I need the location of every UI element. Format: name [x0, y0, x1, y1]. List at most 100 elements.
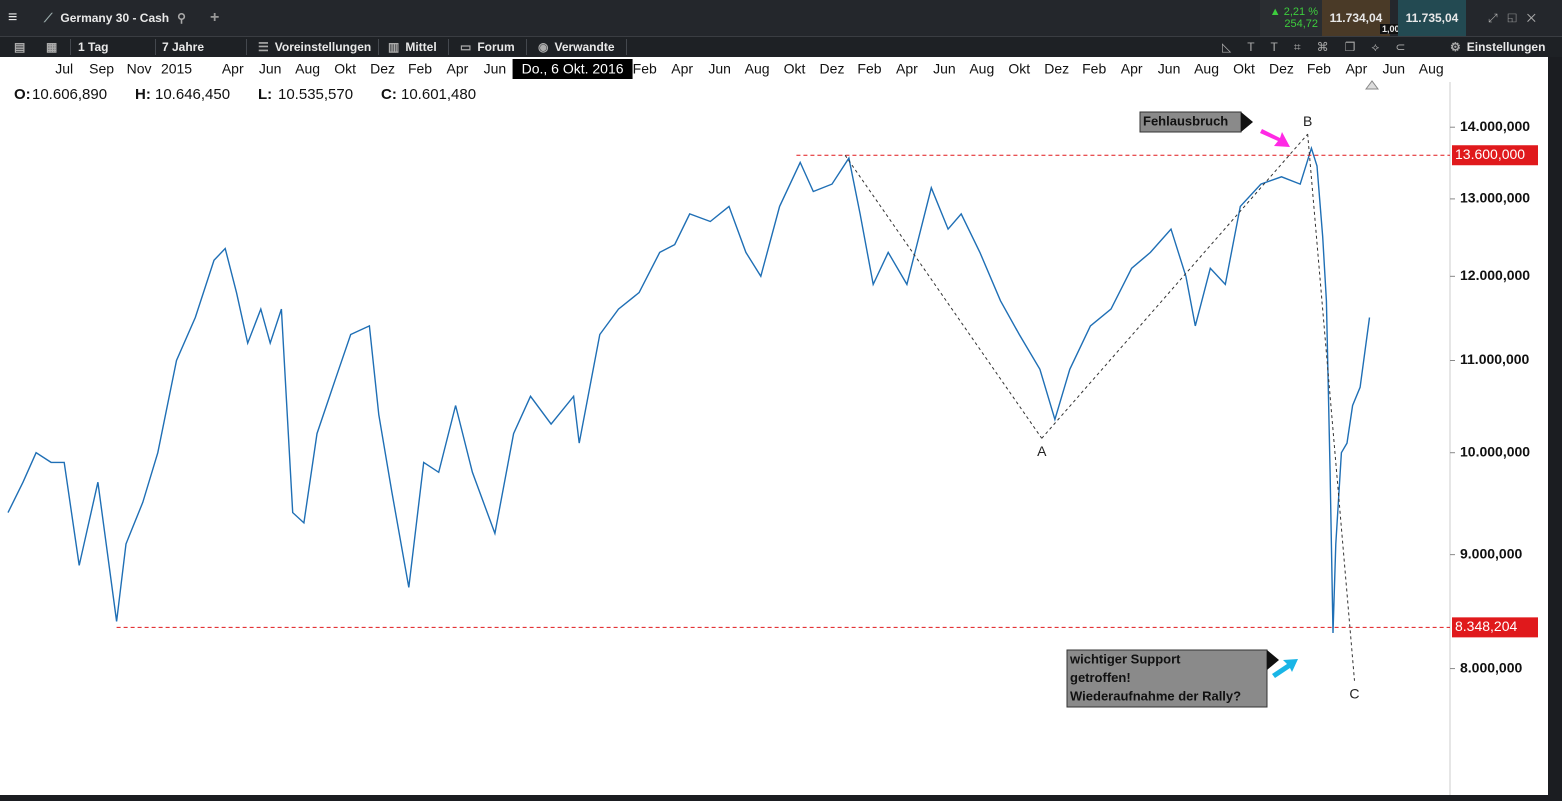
ohlc-key: H:: [135, 86, 151, 103]
x-tick-label: Aug: [295, 61, 320, 77]
note-text: Fehlausbruch: [1143, 113, 1228, 128]
toolbar-item: Mittel: [405, 40, 437, 54]
y-tick-label: 10.000,000: [1460, 443, 1530, 459]
x-tick-label: Aug: [969, 61, 994, 77]
wave-line: [1307, 134, 1355, 681]
y-tick-label: 14.000,000: [1460, 118, 1530, 134]
x-tick-label: Feb: [1307, 61, 1331, 77]
settings-label: Einstellungen: [1466, 40, 1546, 54]
ohlc-key: C:: [381, 86, 397, 103]
list-icon[interactable]: ▤: [14, 40, 26, 54]
x-tick-label: 2015: [161, 61, 192, 77]
x-tick-label: Apr: [896, 61, 918, 77]
x-tick-label: Feb: [408, 61, 432, 77]
x-tick-label: Apr: [671, 61, 693, 77]
window-controls[interactable]: ⤢◱✕: [1488, 10, 1546, 25]
ask-price: 11.735,04: [1405, 11, 1459, 25]
x-tick-label: Jun: [933, 61, 956, 77]
bid[interactable]: 11.734,04: [1322, 0, 1390, 36]
ohlc-value: 10.606,890: [32, 86, 107, 103]
ask[interactable]: 11.735,04: [1398, 0, 1466, 36]
scroll-marker[interactable]: [1365, 80, 1379, 90]
scroll-track: [1548, 57, 1562, 801]
chart-style[interactable]: ▥ Mittel: [388, 40, 437, 54]
x-tick-label: Apr: [447, 61, 469, 77]
note-pointer: [1241, 112, 1253, 132]
x-tick-label: Sep: [89, 61, 114, 77]
x-tick-label: Apr: [1121, 61, 1143, 77]
level-label: 13.600,000: [1455, 146, 1525, 162]
y-tick-label: 9.000,000: [1460, 545, 1522, 561]
ohlc-value: 10.646,450: [155, 86, 230, 103]
wave-label: C: [1349, 685, 1359, 701]
separator: [448, 39, 449, 55]
range[interactable]: 7 Jahre: [162, 40, 205, 54]
y-tick-label: 8.000,000: [1460, 659, 1522, 675]
arrow: [1272, 659, 1298, 678]
x-tick-label: Dez: [1044, 61, 1069, 77]
separator: [378, 39, 379, 55]
add-tab[interactable]: +: [210, 9, 220, 26]
ohlc-value: 10.535,570: [278, 86, 353, 103]
wave-label: B: [1303, 113, 1312, 129]
crosshair-label: Do., 6 Okt. 2016: [522, 61, 624, 77]
separator: [70, 39, 71, 55]
chart: O: 10.606,890 H: 10.646,450 L: 10.535,570 C: 10…: [0, 57, 1562, 801]
header-bar: ≡ ⟋ Germany 30 - Cash ⚲ + ▲ 2,21 % 254,7…: [0, 0, 1562, 37]
x-tick-label: Jul: [55, 61, 73, 77]
x-tick-label: Dez: [1269, 61, 1294, 77]
level-label-bg: [1452, 617, 1538, 638]
note-text: getroffen!: [1070, 670, 1131, 685]
level-label: 8.348,204: [1455, 618, 1517, 634]
settings[interactable]: ⚙ Einstellungen: [1450, 40, 1546, 54]
x-tick-label: Aug: [1419, 61, 1444, 77]
x-tick-label: Jun: [1383, 61, 1406, 77]
separator: [626, 39, 627, 55]
presets[interactable]: ☰ Voreinstellungen: [258, 40, 372, 54]
wave-label: A: [1037, 443, 1047, 459]
ohlc-key: O:: [14, 86, 31, 103]
toolbar-item: Forum: [477, 40, 515, 54]
x-tick-label: Feb: [633, 61, 657, 77]
x-tick-label: Feb: [857, 61, 881, 77]
y-tick-label: 11.000,000: [1460, 351, 1530, 367]
note-text: wichtiger Support: [1069, 651, 1181, 666]
related[interactable]: ◉ Verwandte: [538, 40, 615, 54]
spread: 1,00: [1380, 24, 1402, 34]
toolbar-item: Verwandte: [554, 40, 615, 54]
note-text: Wiederaufnahme der Rally?: [1070, 688, 1241, 703]
toolbar: ▤ ▦ 1 Tag 7 Jahre ☰ Voreinstellungen ▥ Mit…: [0, 37, 1562, 57]
change-box: ▲ 2,21 % 254,72: [1260, 0, 1322, 36]
crosshair-label-bg: [512, 59, 633, 79]
separator: [155, 39, 156, 55]
x-tick-label: Jun: [1158, 61, 1181, 77]
x-tick-label: Okt: [784, 61, 806, 77]
drawing-tools[interactable]: ◺TT⌗⌘❐⟡⊂: [1222, 39, 1422, 54]
ohlc-key: L:: [258, 86, 272, 103]
x-tick-label: Feb: [1082, 61, 1106, 77]
layout-icon[interactable]: ▦: [46, 40, 58, 54]
x-tick-label: Dez: [820, 61, 845, 77]
x-tick-label: Okt: [1233, 61, 1255, 77]
y-tick-label: 12.000,000: [1460, 267, 1530, 283]
x-tick-label: Nov: [127, 61, 152, 77]
x-tick-label: Okt: [1008, 61, 1030, 77]
tab[interactable]: ⟋ Germany 30 - Cash ⚲: [44, 10, 186, 26]
forum[interactable]: ▭ Forum: [460, 40, 515, 54]
interval[interactable]: 1 Tag: [78, 40, 109, 54]
note-pointer: [1267, 650, 1279, 670]
x-tick-label: Okt: [334, 61, 356, 77]
menu-icon[interactable]: ≡: [8, 9, 18, 26]
arrow: [1260, 129, 1290, 147]
ohlc-row: O: 10.606,890 H: 10.646,450 L: 10.535,570 C: 10…: [14, 86, 476, 103]
x-tick-label: Aug: [745, 61, 770, 77]
instrument-title: Germany 30 - Cash: [60, 11, 170, 25]
change-pct: ▲ 2,21 %: [1269, 6, 1318, 18]
x-tick-label: Apr: [1345, 61, 1367, 77]
x-tick-label: Jun: [708, 61, 731, 77]
x-tick-label: Apr: [222, 61, 244, 77]
wave-line: [1041, 133, 1309, 439]
x-tick-label: Jun: [259, 61, 282, 77]
x-tick-label: Jun: [484, 61, 507, 77]
